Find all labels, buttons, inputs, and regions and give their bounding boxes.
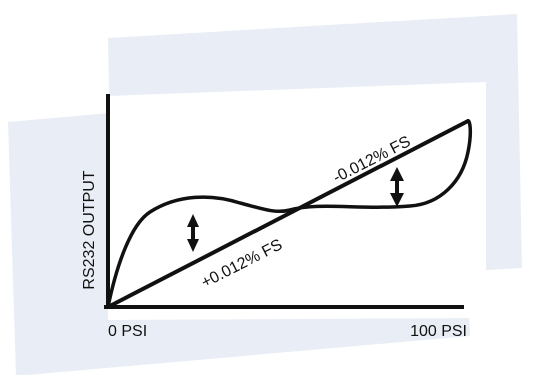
up-down-arrow-icon (390, 167, 404, 207)
up-down-arrow-icon (187, 214, 199, 252)
x-axis-min-label: 0 PSI (108, 323, 147, 340)
y-axis-label: RS232 OUTPUT (81, 170, 98, 289)
x-axis-max-label: 100 PSI (410, 323, 467, 340)
linear-reference-line (106, 119, 470, 309)
nonlinearity-curve (106, 119, 473, 309)
plot-area (108, 82, 486, 320)
